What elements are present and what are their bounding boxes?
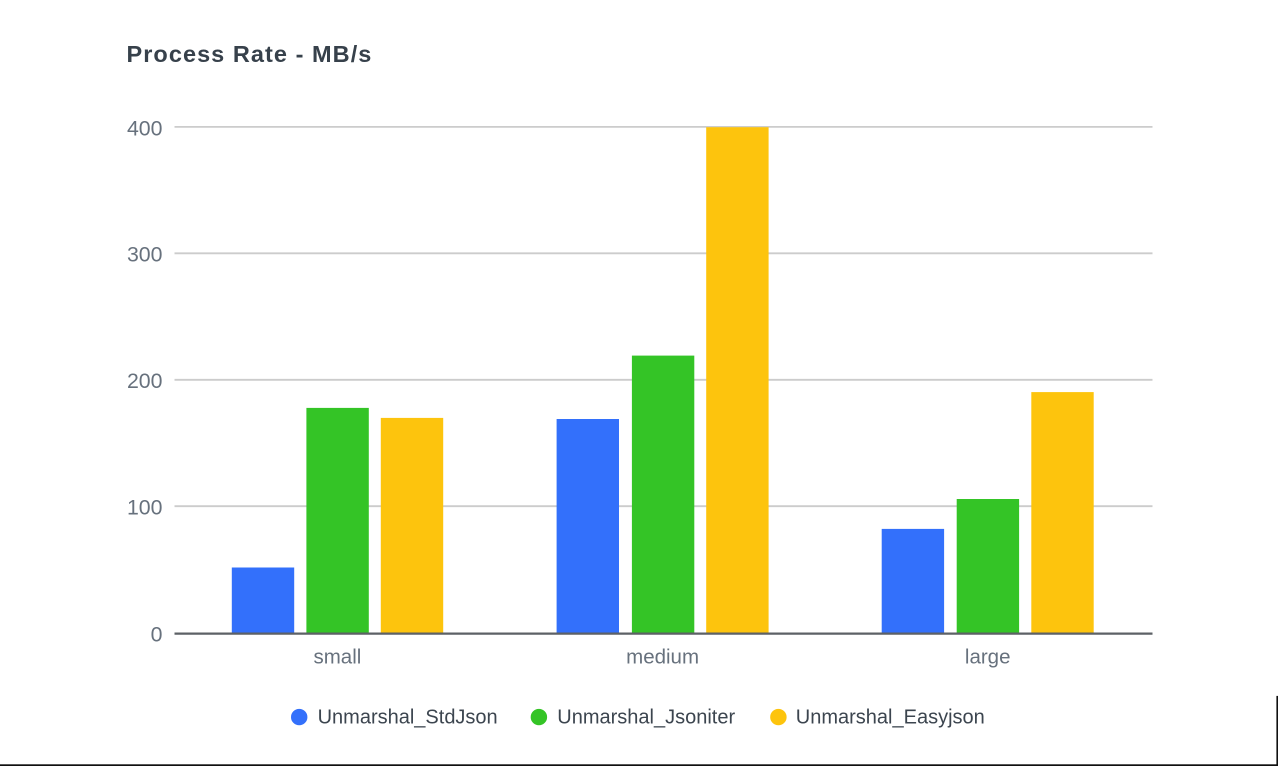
svg-text:100: 100 — [127, 496, 163, 520]
svg-text:300: 300 — [127, 243, 163, 267]
svg-text:0: 0 — [151, 622, 163, 646]
svg-text:Process Rate - MB/s: Process Rate - MB/s — [127, 41, 373, 67]
svg-text:Unmarshal_Jsoniter: Unmarshal_Jsoniter — [557, 707, 735, 729]
svg-text:Unmarshal_StdJson: Unmarshal_StdJson — [318, 707, 498, 729]
svg-text:medium: medium — [626, 646, 699, 669]
svg-text:Unmarshal_Easyjson: Unmarshal_Easyjson — [796, 707, 985, 729]
svg-text:400: 400 — [127, 116, 163, 140]
svg-text:200: 200 — [127, 369, 163, 393]
svg-text:small: small — [313, 646, 361, 669]
svg-text:large: large — [965, 646, 1011, 669]
